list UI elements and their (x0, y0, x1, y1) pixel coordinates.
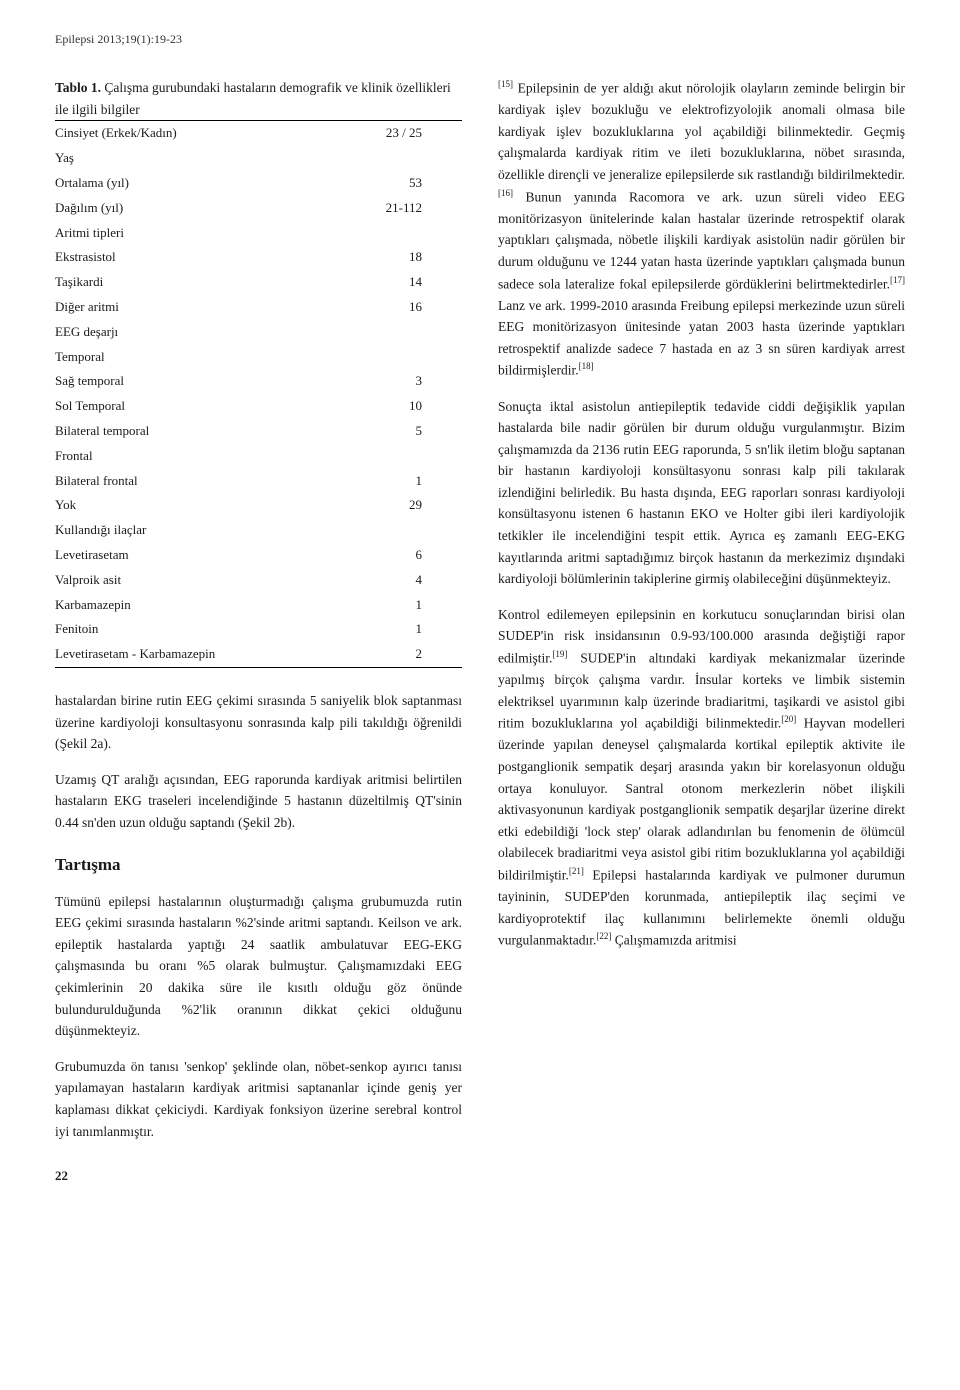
table-cell-label: Levetirasetam (55, 543, 331, 568)
ref-18: [18] (579, 361, 594, 371)
table-row: Bilateral temporal5 (55, 419, 462, 444)
table-cell-value: 18 (331, 245, 462, 270)
table-row: Kullandığı ilaçlar (55, 518, 462, 543)
table-cell-value (331, 221, 462, 246)
right-p1-text2: Bunun yanında Racomora ve ark. uzun süre… (498, 189, 905, 291)
table-cell-value: 16 (331, 295, 462, 320)
table-row: EEG deşarjı (55, 320, 462, 345)
table-cell-label: Dağılım (yıl) (55, 196, 331, 221)
ref-20: [20] (781, 714, 796, 724)
table-cell-label: Yok (55, 493, 331, 518)
table-cell-value: 1 (331, 469, 462, 494)
table-row: Bilateral frontal1 (55, 469, 462, 494)
table-cell-label: Temporal (55, 345, 331, 370)
section-heading-tartisma: Tartışma (55, 851, 462, 878)
ref-21: [21] (569, 866, 584, 876)
table-row: Fenitoin1 (55, 617, 462, 642)
table-cell-value: 29 (331, 493, 462, 518)
table-cell-label: Ortalama (yıl) (55, 171, 331, 196)
table-row: Diğer aritmi16 (55, 295, 462, 320)
table-cell-value: 2 (331, 642, 462, 667)
right-p1: [15] Epilepsinin de yer aldığı akut nöro… (498, 77, 905, 381)
right-p1-text3: Lanz ve ark. 1999-2010 arasında Freibung… (498, 298, 905, 378)
ref-19: [19] (552, 649, 567, 659)
right-p2: Sonuçta iktal asistolun antiepileptik te… (498, 396, 905, 590)
table-row: Sol Temporal10 (55, 394, 462, 419)
right-p1-text1: Epilepsinin de yer aldığı akut nörolojik… (498, 81, 905, 182)
table-cell-label: Sol Temporal (55, 394, 331, 419)
table-row: Dağılım (yıl)21-112 (55, 196, 462, 221)
table-row: Taşikardi14 (55, 270, 462, 295)
table-cell-label: Diğer aritmi (55, 295, 331, 320)
left-p4: Grubumuzda ön tanısı 'senkop' şeklinde o… (55, 1056, 462, 1142)
table-cell-label: Cinsiyet (Erkek/Kadın) (55, 121, 331, 146)
left-p3: Tümünü epilepsi hastalarının oluşturmadı… (55, 891, 462, 1042)
table-cell-value (331, 518, 462, 543)
right-p3-text3: Hayvan modelleri üzerinde yapılan deneys… (498, 716, 905, 883)
table-row: Cinsiyet (Erkek/Kadın)23 / 25 (55, 121, 462, 146)
table-cell-label: Levetirasetam - Karbamazepin (55, 642, 331, 667)
journal-header: Epilepsi 2013;19(1):19-23 (55, 30, 905, 49)
table-caption: Tablo 1. Çalışma gurubundaki hastaların … (55, 77, 462, 120)
table-row: Ortalama (yıl)53 (55, 171, 462, 196)
right-p3-text5: Çalışmamızda aritmisi (611, 933, 736, 948)
table-cell-value: 53 (331, 171, 462, 196)
table-row: Levetirasetam6 (55, 543, 462, 568)
table-row: Karbamazepin1 (55, 593, 462, 618)
table-cell-value: 4 (331, 568, 462, 593)
left-p2: Uzamış QT aralığı açısından, EEG raporun… (55, 769, 462, 834)
table-cell-value (331, 320, 462, 345)
ref-17: [17] (890, 275, 905, 285)
table-title-bold: Tablo 1. (55, 80, 101, 95)
table-row: Valproik asit4 (55, 568, 462, 593)
table-cell-value (331, 146, 462, 171)
table-cell-value: 23 / 25 (331, 121, 462, 146)
ref-22: [22] (596, 931, 611, 941)
table-cell-value: 14 (331, 270, 462, 295)
demographic-table: Cinsiyet (Erkek/Kadın)23 / 25YaşOrtalama… (55, 120, 462, 668)
table-cell-value: 10 (331, 394, 462, 419)
table-cell-label: Karbamazepin (55, 593, 331, 618)
left-column: Tablo 1. Çalışma gurubundaki hastaların … (55, 77, 462, 1187)
table-cell-label: Ekstrasistol (55, 245, 331, 270)
table-cell-label: Valproik asit (55, 568, 331, 593)
table-cell-value: 3 (331, 369, 462, 394)
table-cell-value: 5 (331, 419, 462, 444)
table-cell-value (331, 444, 462, 469)
table-cell-label: Sağ temporal (55, 369, 331, 394)
table-cell-value (331, 345, 462, 370)
table-cell-label: Taşikardi (55, 270, 331, 295)
table-cell-label: Bilateral temporal (55, 419, 331, 444)
ref-15: [15] (498, 79, 513, 89)
table-cell-label: Frontal (55, 444, 331, 469)
right-column: [15] Epilepsinin de yer aldığı akut nöro… (498, 77, 905, 1187)
table-row: Yok29 (55, 493, 462, 518)
table-row: Sağ temporal3 (55, 369, 462, 394)
table-cell-label: Bilateral frontal (55, 469, 331, 494)
table-cell-label: Fenitoin (55, 617, 331, 642)
right-p3: Kontrol edilemeyen epilepsinin en korkut… (498, 604, 905, 952)
table-cell-label: Kullandığı ilaçlar (55, 518, 331, 543)
left-p1: hastalardan birine rutin EEG çekimi sıra… (55, 690, 462, 755)
ref-16: [16] (498, 188, 513, 198)
table-row: Temporal (55, 345, 462, 370)
table-cell-label: EEG deşarjı (55, 320, 331, 345)
page-number: 22 (55, 1166, 462, 1187)
table-cell-value: 6 (331, 543, 462, 568)
table-title-rest: Çalışma gurubundaki hastaların demografi… (55, 80, 451, 117)
table-cell-value: 1 (331, 617, 462, 642)
table-row: Yaş (55, 146, 462, 171)
table-cell-label: Aritmi tipleri (55, 221, 331, 246)
table-row: Levetirasetam - Karbamazepin2 (55, 642, 462, 667)
table-cell-value: 1 (331, 593, 462, 618)
table-row: Ekstrasistol18 (55, 245, 462, 270)
table-row: Frontal (55, 444, 462, 469)
table-cell-label: Yaş (55, 146, 331, 171)
two-column-layout: Tablo 1. Çalışma gurubundaki hastaların … (55, 77, 905, 1187)
table-cell-value: 21-112 (331, 196, 462, 221)
table-row: Aritmi tipleri (55, 221, 462, 246)
